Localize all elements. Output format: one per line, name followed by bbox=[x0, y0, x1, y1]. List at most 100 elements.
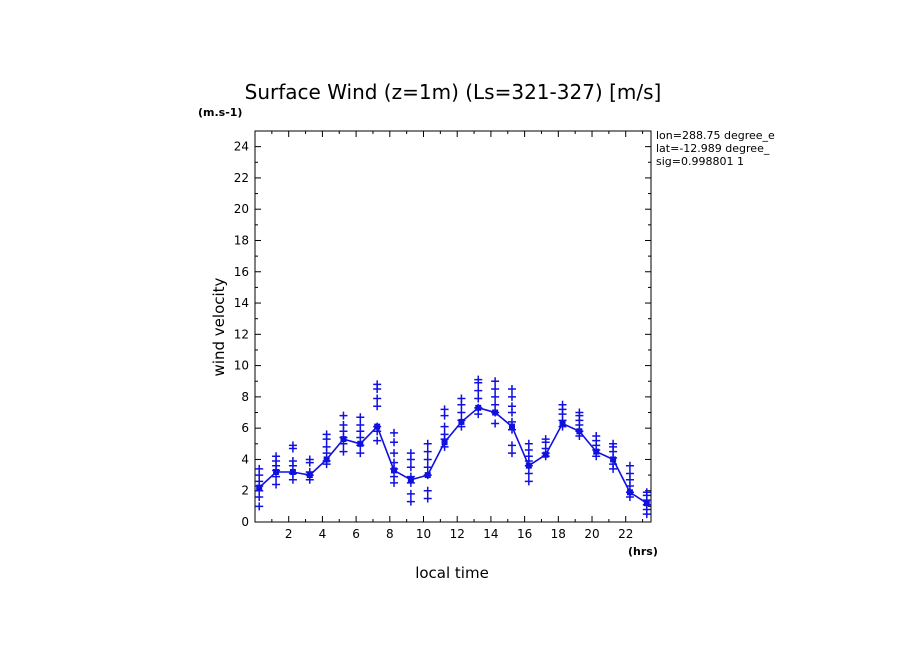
x-tick-label: 20 bbox=[584, 527, 599, 541]
mean-point bbox=[643, 500, 650, 507]
sample-point bbox=[642, 488, 651, 497]
sample-point bbox=[373, 436, 382, 445]
x-tick-label: 12 bbox=[450, 527, 465, 541]
y-tick-label: 12 bbox=[234, 327, 249, 341]
x-tick-label: 22 bbox=[618, 527, 633, 541]
y-axis-title: wind velocity bbox=[210, 277, 228, 376]
sample-point bbox=[305, 455, 314, 464]
sample-point bbox=[272, 480, 281, 489]
sample-point bbox=[491, 400, 500, 409]
mean-point bbox=[256, 484, 263, 491]
sample-point bbox=[541, 435, 550, 444]
y-tick-label: 4 bbox=[241, 452, 249, 466]
sample-point bbox=[322, 430, 331, 439]
mean-point bbox=[542, 451, 549, 458]
mean-point bbox=[424, 472, 431, 479]
mean-point bbox=[458, 418, 465, 425]
mean-line bbox=[258, 406, 648, 504]
plot-frame bbox=[254, 130, 652, 523]
info-sig: sig=0.998801 1 bbox=[656, 155, 744, 168]
sample-point bbox=[507, 441, 516, 450]
sample-point bbox=[609, 439, 618, 448]
y-tick-label: 24 bbox=[234, 140, 249, 154]
sample-point bbox=[406, 489, 415, 498]
sample-point bbox=[423, 463, 432, 472]
sample-point bbox=[491, 385, 500, 394]
sample-point bbox=[390, 472, 399, 481]
sample-point bbox=[440, 430, 449, 439]
sample-point bbox=[255, 502, 264, 511]
sample-point bbox=[491, 419, 500, 428]
sample-point bbox=[406, 497, 415, 506]
sample-point bbox=[592, 431, 601, 440]
sample-point bbox=[440, 405, 449, 414]
y-units-label: (m.s-1) bbox=[198, 106, 242, 119]
mean-point bbox=[441, 439, 448, 446]
x-axis: 2 4 6 8 10 12 14 16 18 20 22 bbox=[271, 131, 644, 541]
sample-point bbox=[491, 377, 500, 386]
mean-point bbox=[306, 472, 313, 479]
sample-point bbox=[423, 486, 432, 495]
sample-point bbox=[272, 452, 281, 461]
sample-point bbox=[373, 394, 382, 403]
sample-point bbox=[507, 392, 516, 401]
y-tick-label: 6 bbox=[241, 421, 249, 435]
mean-point bbox=[525, 462, 532, 469]
sample-point bbox=[507, 402, 516, 411]
mean-point bbox=[475, 404, 482, 411]
sample-point bbox=[288, 441, 297, 450]
y-tick-label: 14 bbox=[234, 296, 249, 310]
sample-point bbox=[356, 421, 365, 430]
mean-point bbox=[407, 476, 414, 483]
sample-point bbox=[524, 477, 533, 486]
x-tick-label: 8 bbox=[386, 527, 394, 541]
sample-point bbox=[423, 455, 432, 464]
x-tick-label: 2 bbox=[285, 527, 293, 541]
x-tick-label: 14 bbox=[483, 527, 498, 541]
sample-point bbox=[339, 421, 348, 430]
info-lon: lon=288.75 degree_e bbox=[656, 129, 775, 142]
mean-point bbox=[357, 440, 364, 447]
sample-point bbox=[575, 408, 584, 417]
sample-point bbox=[356, 449, 365, 458]
sample-point bbox=[373, 402, 382, 411]
sample-point bbox=[356, 413, 365, 422]
mean-point bbox=[391, 467, 398, 474]
x-tick-label: 16 bbox=[517, 527, 532, 541]
chart-title: Surface Wind (z=1m) (Ls=321-327) [m/s] bbox=[245, 80, 662, 104]
mean-point bbox=[273, 468, 280, 475]
x-tick-label: 6 bbox=[352, 527, 360, 541]
mean-point bbox=[289, 468, 296, 475]
sample-point bbox=[457, 394, 466, 403]
sample-point bbox=[255, 464, 264, 473]
mean-point bbox=[610, 456, 617, 463]
sample-point bbox=[339, 411, 348, 420]
sample-point bbox=[474, 386, 483, 395]
mean-point bbox=[374, 423, 381, 430]
y-tick-label: 8 bbox=[241, 390, 249, 404]
sample-point bbox=[390, 438, 399, 447]
y-tick-label: 2 bbox=[241, 484, 249, 498]
x-tick-label: 4 bbox=[319, 527, 327, 541]
sample-point bbox=[288, 457, 297, 466]
sample-point bbox=[507, 449, 516, 458]
y-tick-label: 22 bbox=[234, 171, 249, 185]
sample-point bbox=[474, 375, 483, 384]
mean-point bbox=[323, 456, 330, 463]
mean-point bbox=[508, 423, 515, 430]
mean-point bbox=[559, 420, 566, 427]
sample-point bbox=[423, 494, 432, 503]
sample-point bbox=[339, 447, 348, 456]
sample-point bbox=[440, 422, 449, 431]
sample-point bbox=[390, 428, 399, 437]
x-tick-label: 18 bbox=[551, 527, 566, 541]
sample-point bbox=[457, 408, 466, 417]
sample-point bbox=[625, 461, 634, 470]
sample-point bbox=[322, 442, 331, 451]
sample-point bbox=[373, 380, 382, 389]
y-tick-label: 16 bbox=[234, 265, 249, 279]
mean-point bbox=[576, 428, 583, 435]
sample-point bbox=[524, 469, 533, 478]
